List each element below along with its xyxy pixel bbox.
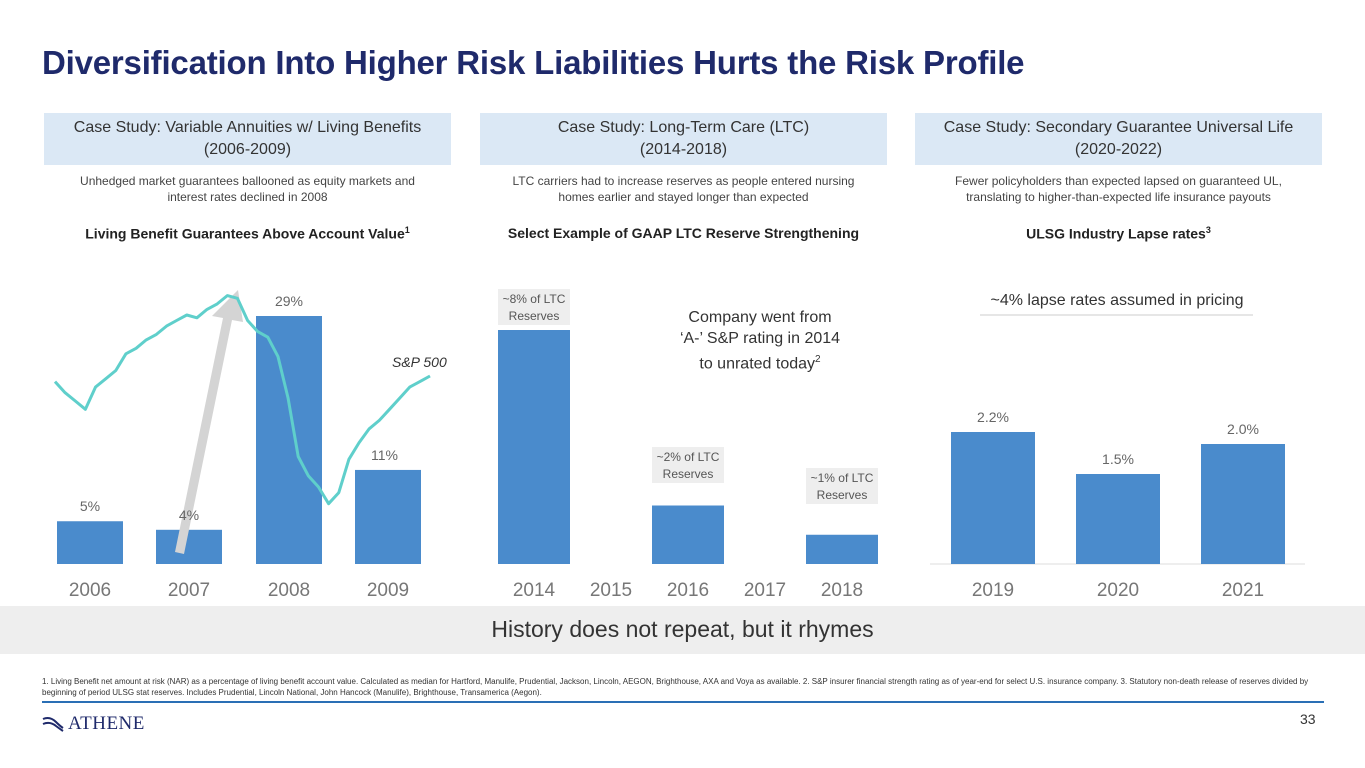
bar-label-2008: 29% [275, 293, 303, 309]
callout-2016: ~2% of LTC Reserves [652, 447, 724, 483]
x-tick-2014: 2014 [513, 580, 556, 601]
lapse-reference-label: ~4% lapse rates assumed in pricing [990, 292, 1243, 309]
x-tick-2015: 2015 [590, 580, 632, 601]
x-tick-2017: 2017 [744, 580, 786, 601]
callout-2018: ~1% of LTC Reserves [806, 468, 878, 504]
callout-text-2018: ~1% of LTC Reserves [811, 471, 874, 502]
case-study-ulsg-line1: Case Study: Secondary Guarantee Universa… [943, 119, 1294, 136]
case-study-ltc-line2: (2014-2018) [639, 141, 728, 158]
desc-ulsg: Fewer policyholders than expected lapsed… [915, 173, 1322, 205]
ltc-annotation-line3-wrap: to unrated today2 [640, 349, 880, 374]
x-tick-2007: 2007 [168, 580, 210, 601]
desc-ulsg-line1: Fewer policyholders than expected lapsed… [955, 174, 1282, 188]
chart-title-ulsg-sup: 3 [1205, 225, 1211, 235]
desc-ulsg-line2: translating to higher-than-expected life… [966, 190, 1271, 204]
bar-label-2007: 4% [179, 507, 199, 523]
bar-label-2020: 1.5% [1102, 451, 1134, 467]
chart-title-ulsg: ULSG Industry Lapse rates3 [915, 225, 1322, 242]
bar-2014 [498, 330, 570, 564]
chart-title-va-sup: 1 [404, 225, 410, 235]
growth-arrow-icon [175, 290, 243, 554]
athene-logo: ATHENE [42, 712, 145, 736]
history-text: History does not repeat, but it rhymes [491, 616, 874, 642]
desc-va-line2: interest rates declined in 2008 [167, 190, 328, 204]
x-tick-2021: 2021 [1222, 580, 1264, 601]
bar-label-2019: 2.2% [977, 409, 1009, 425]
x-tick-2009: 2009 [367, 580, 409, 601]
desc-ltc-line2: homes earlier and stayed longer than exp… [558, 190, 809, 204]
ltc-annotation-line3: to unrated today [699, 355, 816, 373]
x-tick-2008: 2008 [268, 580, 310, 601]
case-study-ulsg-line2: (2020-2022) [1074, 141, 1163, 158]
desc-ltc: LTC carriers had to increase reserves as… [480, 173, 887, 205]
bar-2019 [951, 432, 1035, 564]
bar-2008 [256, 316, 322, 564]
desc-va: Unhedged market guarantees ballooned as … [44, 173, 451, 205]
case-study-ltc-line1: Case Study: Long-Term Care (LTC) [557, 119, 810, 136]
chart-title-ltc-text: Select Example of GAAP LTC Reserve Stren… [507, 225, 860, 241]
x-tick-2006: 2006 [69, 580, 111, 601]
bar-label-2006: 5% [80, 498, 100, 514]
callout-text-2016: ~2% of LTC Reserves [657, 450, 720, 481]
ltc-annotation-line1: Company went from [688, 309, 832, 326]
bar-2009 [355, 469, 421, 564]
case-study-va-line1: Case Study: Variable Annuities w/ Living… [73, 119, 422, 136]
bar-2007 [156, 529, 222, 564]
callout-box-2016 [652, 447, 724, 483]
x-tick-2019: 2019 [972, 580, 1014, 601]
ltc-annotation: Company went from ‘A-’ S&P rating in 201… [640, 307, 880, 374]
x-tick-2018: 2018 [821, 580, 863, 601]
bar-label-2021: 2.0% [1227, 421, 1259, 437]
case-study-ltc: Case Study: Long-Term Care (LTC) (2014-2… [480, 113, 887, 165]
sp500-line [53, 294, 431, 506]
case-study-va: Case Study: Variable Annuities w/ Living… [44, 113, 451, 165]
bar-2021 [1201, 444, 1285, 564]
chart-title-ltc: Select Example of GAAP LTC Reserve Stren… [480, 225, 887, 241]
callout-text-2014: ~8% of LTC Reserves [503, 292, 566, 323]
footnote: 1. Living Benefit net amount at risk (NA… [42, 677, 1309, 697]
athene-wave-icon [42, 717, 64, 732]
bar-label-2009: 11% [371, 447, 398, 463]
bar-2020 [1076, 474, 1160, 564]
desc-ltc-line1: LTC carriers had to increase reserves as… [512, 174, 855, 188]
case-study-va-line2: (2006-2009) [203, 141, 292, 158]
x-tick-2020: 2020 [1097, 580, 1139, 601]
chart-title-va: Living Benefit Guarantees Above Account … [44, 225, 451, 242]
page-title: Diversification Into Higher Risk Liabili… [42, 44, 1025, 81]
bar-2018 [806, 534, 878, 564]
ltc-annotation-sup: 2 [815, 354, 821, 365]
chart-title-va-text: Living Benefit Guarantees Above Account … [85, 225, 405, 242]
footer-rule [42, 701, 1324, 703]
page-number: 33 [1300, 711, 1316, 727]
callout-box-2014 [498, 289, 570, 325]
chart-title-ulsg-text: ULSG Industry Lapse rates [1026, 225, 1206, 242]
history-band [0, 606, 1365, 654]
callout-2014: ~8% of LTC Reserves [498, 289, 570, 325]
desc-va-line1: Unhedged market guarantees ballooned as … [80, 174, 415, 188]
logo-text: ATHENE [68, 713, 145, 734]
bar-2006 [57, 521, 123, 564]
case-study-ulsg: Case Study: Secondary Guarantee Universa… [915, 113, 1322, 165]
ltc-annotation-line2: ‘A-’ S&P rating in 2014 [679, 330, 841, 347]
callout-box-2018 [806, 468, 878, 504]
bar-2016 [652, 505, 724, 564]
x-tick-2016: 2016 [667, 580, 709, 601]
sp500-label: S&P 500 [392, 354, 447, 370]
